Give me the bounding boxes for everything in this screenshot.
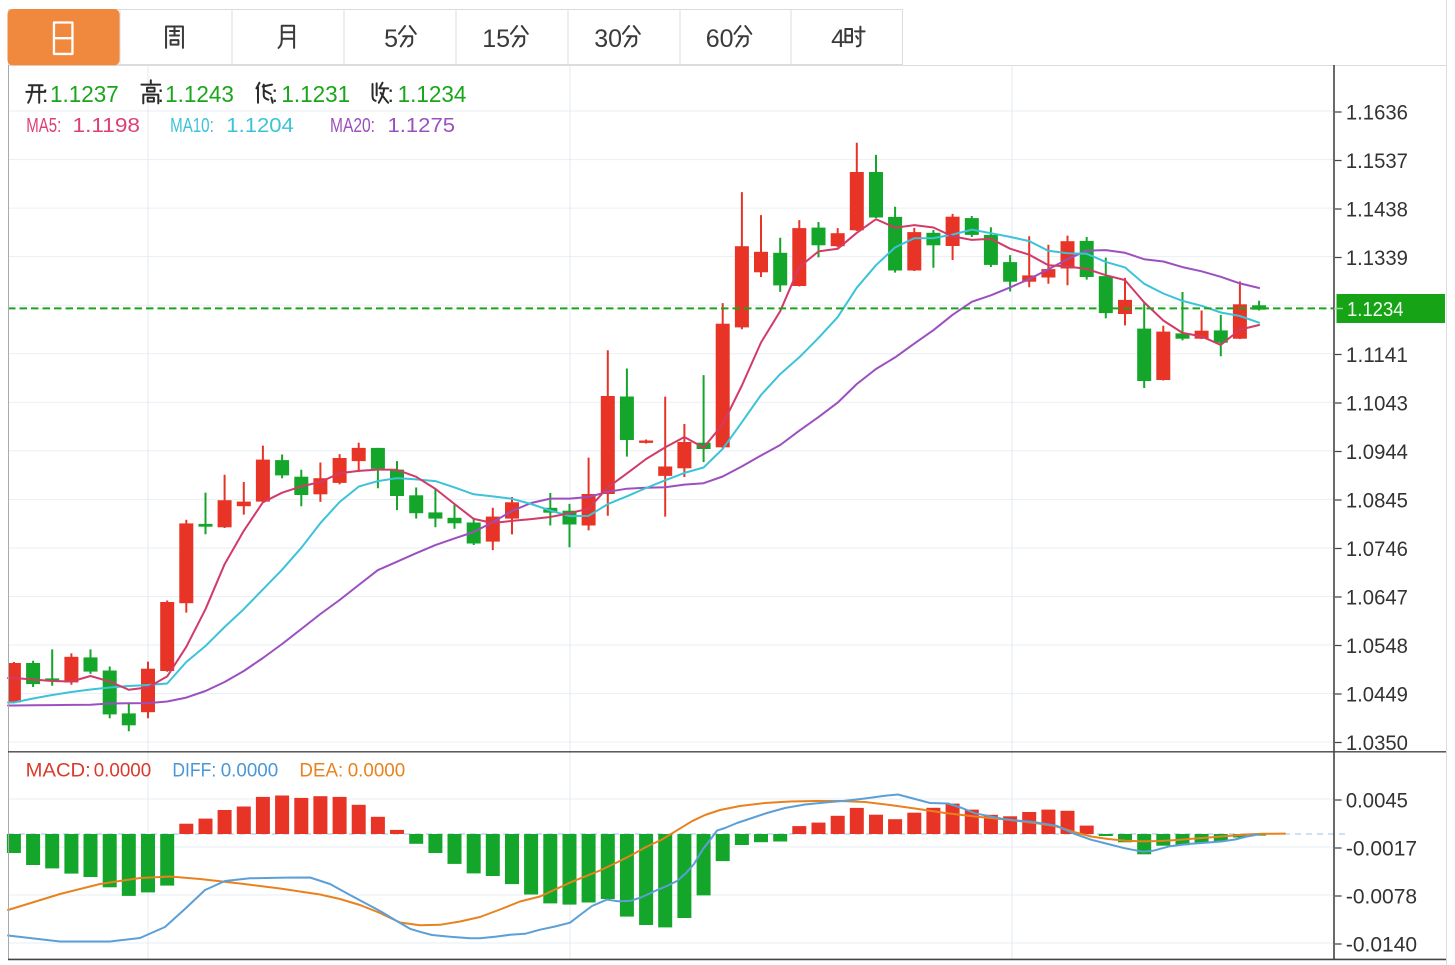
svg-text:1.0449: 1.0449 xyxy=(1346,684,1408,707)
svg-text:1.1237: 1.1237 xyxy=(50,81,119,107)
svg-text:1.1537: 1.1537 xyxy=(1346,150,1408,173)
svg-text:1.1204: 1.1204 xyxy=(226,115,293,137)
svg-text:-0.0078: -0.0078 xyxy=(1346,886,1417,909)
svg-text:1.0647: 1.0647 xyxy=(1346,587,1408,610)
svg-text:1.1231: 1.1231 xyxy=(281,81,350,107)
svg-text:5: 5 xyxy=(384,25,398,53)
svg-text:1.0845: 1.0845 xyxy=(1346,490,1408,513)
svg-text:1.0944: 1.0944 xyxy=(1346,441,1408,464)
svg-text:1.1339: 1.1339 xyxy=(1346,247,1408,270)
svg-text:1.1141: 1.1141 xyxy=(1346,344,1408,367)
svg-text::: : xyxy=(158,81,164,107)
svg-text:1.1438: 1.1438 xyxy=(1346,199,1408,222)
svg-text:MA5:: MA5: xyxy=(26,115,61,137)
svg-text:60: 60 xyxy=(706,25,734,53)
svg-text:0.0000: 0.0000 xyxy=(348,761,406,782)
svg-text:1.1243: 1.1243 xyxy=(165,81,234,107)
svg-text:MA10:: MA10: xyxy=(170,115,214,137)
svg-text:0.0045: 0.0045 xyxy=(1346,790,1408,813)
svg-text:1.0548: 1.0548 xyxy=(1346,635,1408,658)
svg-text:30: 30 xyxy=(594,25,622,53)
svg-text:1.1234: 1.1234 xyxy=(1347,299,1404,321)
svg-text:-0.0140: -0.0140 xyxy=(1346,934,1417,957)
svg-text:0.0000: 0.0000 xyxy=(221,761,279,782)
svg-text:DIFF:: DIFF: xyxy=(172,761,216,782)
svg-text:1.1234: 1.1234 xyxy=(398,81,467,107)
svg-text:1.1636: 1.1636 xyxy=(1346,102,1408,125)
svg-text:4: 4 xyxy=(831,25,845,53)
svg-text:MA20:: MA20: xyxy=(330,115,375,137)
svg-text:1.0746: 1.0746 xyxy=(1346,538,1408,561)
svg-text::: : xyxy=(42,81,48,107)
svg-text:15: 15 xyxy=(482,25,510,53)
svg-text:1.1275: 1.1275 xyxy=(388,115,456,137)
svg-text::: : xyxy=(388,81,394,107)
svg-text:-0.0017: -0.0017 xyxy=(1346,838,1417,861)
svg-text:0.0000: 0.0000 xyxy=(94,761,152,782)
svg-text:DEA:: DEA: xyxy=(299,761,343,782)
svg-text:MACD:: MACD: xyxy=(26,761,91,782)
svg-text:1.1198: 1.1198 xyxy=(73,115,141,137)
svg-text:1.0350: 1.0350 xyxy=(1346,732,1408,755)
svg-text:1.1043: 1.1043 xyxy=(1346,393,1408,416)
svg-text::: : xyxy=(272,81,278,107)
